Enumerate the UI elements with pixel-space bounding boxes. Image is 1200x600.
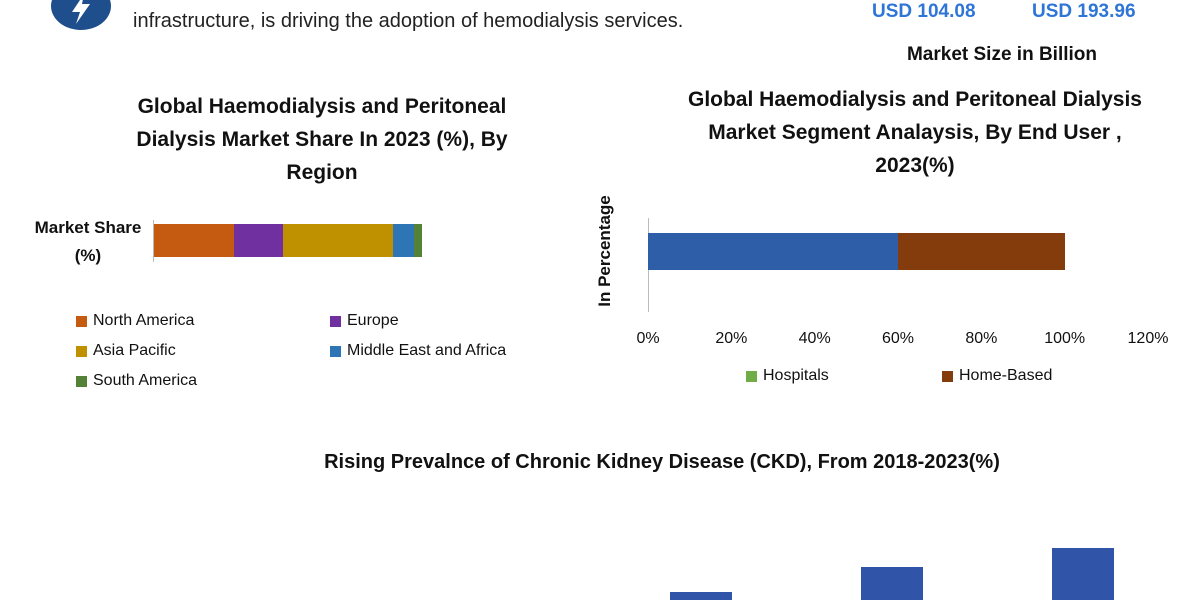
legend-item: North America xyxy=(76,312,194,330)
legend-label: Europe xyxy=(347,312,399,329)
market-label: Market Size in Billion xyxy=(906,44,1098,65)
bar-segment xyxy=(154,224,235,257)
x-tick-label: 120% xyxy=(1127,330,1169,347)
category-label: Market Share (%) xyxy=(34,218,142,265)
legend-swatch xyxy=(330,315,341,327)
icon xyxy=(51,0,111,30)
x-tick-label: 0% xyxy=(636,330,660,347)
axis-line xyxy=(153,220,154,262)
legend-label: Home-Based xyxy=(959,367,1053,384)
legend-item: Middle East and Africa xyxy=(330,342,506,360)
chart-title: Global Haemodialysis and Peritoneal Dial… xyxy=(687,88,1142,177)
market-value: USD 193.96 xyxy=(1032,1,1136,22)
legend-swatch xyxy=(76,315,87,327)
market-value: USD 104.08 xyxy=(872,1,976,22)
chart-title: Rising Prevalnce of Chronic Kidney Disea… xyxy=(324,451,1000,473)
x-tick-label: 80% xyxy=(965,330,998,347)
legend-swatch xyxy=(746,370,757,382)
bar-segment xyxy=(234,224,283,257)
legend-item: Hospitals xyxy=(746,367,829,385)
x-tick-label: 60% xyxy=(881,330,915,347)
legend-label: South America xyxy=(93,372,198,389)
legend-label: Asia Pacific xyxy=(93,342,176,359)
header-text: infrastructure, is driving the adoption … xyxy=(133,10,684,32)
bar xyxy=(670,592,732,600)
legend-swatch xyxy=(942,370,953,382)
x-tick-label: 40% xyxy=(798,330,831,347)
bar-segment xyxy=(392,224,414,257)
legend-label: Middle East and Africa xyxy=(347,342,507,359)
legend-item: South America xyxy=(76,372,197,390)
legend-label: North America xyxy=(93,312,195,329)
legend-swatch xyxy=(76,375,87,387)
x-tick-label: 20% xyxy=(715,330,748,347)
bar xyxy=(861,567,923,600)
legend-label: Hospitals xyxy=(763,367,829,384)
bar-segment xyxy=(898,233,1065,270)
bar xyxy=(1052,548,1114,600)
bar-segment xyxy=(282,224,393,257)
chart-title: Global Haemodialysis and Peritoneal Dial… xyxy=(136,95,508,184)
bar-segment xyxy=(648,233,898,270)
legend-swatch xyxy=(76,345,87,357)
y-axis-label: In Percentage xyxy=(595,195,614,307)
legend-item: Asia Pacific xyxy=(76,342,176,360)
bar-segment xyxy=(413,224,422,257)
x-tick-label: 100% xyxy=(1044,330,1086,347)
legend-swatch xyxy=(330,345,341,357)
legend-item: Europe xyxy=(330,312,399,330)
legend-item: Home-Based xyxy=(942,367,1052,385)
